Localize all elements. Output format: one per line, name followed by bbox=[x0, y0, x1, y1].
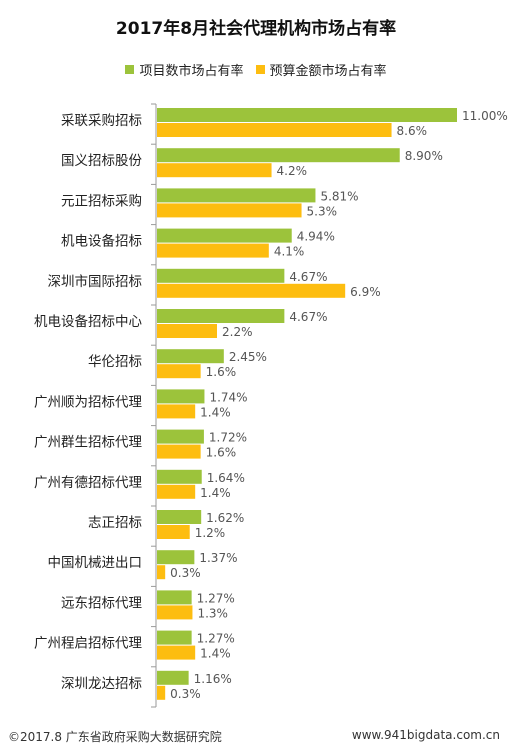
data-label-project-count: 11.00% bbox=[462, 109, 508, 123]
bar-budget-amount bbox=[157, 484, 196, 499]
legend-item-project-count: 项目数市场占有率 bbox=[125, 60, 244, 79]
bar-chart: 采联采购招标 11.00% 8.6% 国义招标股份 8.90% 4.2% 元正招标采购 5.8… bbox=[34, 103, 508, 708]
bar-budget-amount bbox=[157, 605, 193, 620]
bar-project-count bbox=[157, 550, 195, 565]
data-label-budget-amount: 0.3% bbox=[170, 687, 201, 701]
category-label: 广州顺为招标代理 bbox=[34, 394, 142, 410]
bar-budget-amount bbox=[157, 243, 269, 258]
data-label-project-count: 4.67% bbox=[289, 310, 327, 324]
legend: 项目数市场占有率 预算金额市场占有率 bbox=[0, 60, 512, 79]
bar-budget-amount bbox=[157, 324, 217, 338]
data-label-budget-amount: 4.1% bbox=[274, 245, 305, 259]
footer-website: www.941bigdata.com.cn bbox=[351, 728, 500, 742]
bar-project-count bbox=[157, 228, 292, 243]
bar-budget-amount bbox=[157, 163, 272, 178]
category-label: 元正招标采购 bbox=[61, 193, 142, 209]
bar-budget-amount bbox=[157, 685, 166, 700]
bar-project-count bbox=[157, 670, 189, 685]
category-label: 华伦招标 bbox=[88, 354, 142, 370]
bar-budget-amount bbox=[157, 203, 302, 218]
category-label: 深圳市国际招标 bbox=[48, 273, 143, 290]
legend-label-project-count: 项目数市场占有率 bbox=[139, 64, 244, 79]
data-label-project-count: 1.62% bbox=[206, 511, 244, 525]
bar-project-count bbox=[157, 429, 204, 444]
bar-project-count bbox=[157, 268, 285, 283]
data-label-budget-amount: 1.3% bbox=[197, 606, 228, 620]
category-label: 广州有德招标代理 bbox=[34, 475, 142, 491]
category-label: 广州程启招标代理 bbox=[34, 636, 142, 652]
bar-budget-amount bbox=[157, 525, 190, 539]
category-label: 深圳龙达招标 bbox=[61, 676, 142, 692]
data-label-project-count: 1.37% bbox=[199, 551, 237, 565]
data-label-project-count: 5.81% bbox=[320, 189, 358, 203]
bar-project-count bbox=[157, 188, 316, 203]
bar-project-count bbox=[157, 469, 202, 484]
bar-budget-amount bbox=[157, 565, 166, 580]
data-label-project-count: 1.74% bbox=[209, 390, 247, 404]
bar-project-count bbox=[157, 590, 192, 605]
chart-title: 2017年8月社会代理机构市场占有率 bbox=[115, 19, 397, 39]
legend-label-budget-amount: 预算金额市场占有率 bbox=[269, 64, 387, 79]
data-label-budget-amount: 1.6% bbox=[206, 365, 237, 379]
bar-project-count bbox=[157, 148, 400, 163]
category-label: 广州群生招标代理 bbox=[34, 435, 142, 451]
bar-project-count bbox=[157, 309, 285, 323]
category-label: 远东招标代理 bbox=[61, 595, 142, 611]
bar-project-count bbox=[157, 349, 224, 364]
data-label-budget-amount: 1.4% bbox=[200, 405, 231, 419]
data-label-project-count: 1.27% bbox=[197, 632, 235, 646]
category-label: 志正招标 bbox=[88, 515, 142, 531]
category-label: 机电设备招标中心 bbox=[34, 313, 142, 330]
bar-project-count bbox=[157, 389, 205, 404]
data-label-project-count: 8.90% bbox=[405, 149, 443, 163]
data-label-project-count: 2.45% bbox=[229, 350, 267, 364]
bar-budget-amount bbox=[157, 123, 392, 137]
footer-source: ©2017.8 广东省政府采购大数据研究院 bbox=[8, 730, 222, 744]
bar-budget-amount bbox=[157, 283, 346, 298]
legend-swatch-project-count bbox=[125, 65, 135, 74]
data-label-budget-amount: 2.2% bbox=[222, 325, 253, 339]
legend-item-budget-amount: 预算金额市场占有率 bbox=[255, 60, 387, 79]
data-label-budget-amount: 1.4% bbox=[200, 486, 231, 500]
legend-swatch-budget-amount bbox=[255, 65, 265, 74]
data-label-project-count: 1.27% bbox=[197, 591, 235, 605]
bar-project-count bbox=[157, 510, 202, 524]
data-label-budget-amount: 5.3% bbox=[307, 204, 338, 218]
data-label-budget-amount: 4.2% bbox=[277, 164, 308, 178]
data-label-project-count: 1.72% bbox=[209, 431, 247, 445]
category-label: 国义招标股份 bbox=[61, 153, 142, 169]
data-label-project-count: 1.16% bbox=[194, 672, 232, 686]
data-label-project-count: 4.94% bbox=[297, 230, 335, 244]
data-label-budget-amount: 8.6% bbox=[397, 124, 428, 138]
bar-budget-amount bbox=[157, 645, 196, 660]
data-label-project-count: 1.64% bbox=[207, 471, 245, 485]
category-label: 中国机械进出口 bbox=[48, 555, 143, 571]
data-label-budget-amount: 0.3% bbox=[170, 566, 201, 580]
bar-project-count bbox=[157, 630, 192, 645]
data-label-project-count: 4.67% bbox=[289, 270, 327, 284]
category-label: 采联采购招标 bbox=[61, 113, 142, 129]
data-label-budget-amount: 1.2% bbox=[195, 526, 226, 540]
data-label-budget-amount: 6.9% bbox=[350, 285, 381, 299]
bar-budget-amount bbox=[157, 364, 201, 379]
category-label: 机电设备招标 bbox=[61, 233, 142, 250]
data-label-budget-amount: 1.6% bbox=[206, 446, 237, 460]
data-label-budget-amount: 1.4% bbox=[200, 647, 231, 661]
bar-budget-amount bbox=[157, 444, 201, 459]
bar-budget-amount bbox=[157, 404, 196, 419]
bar-project-count bbox=[157, 108, 457, 122]
